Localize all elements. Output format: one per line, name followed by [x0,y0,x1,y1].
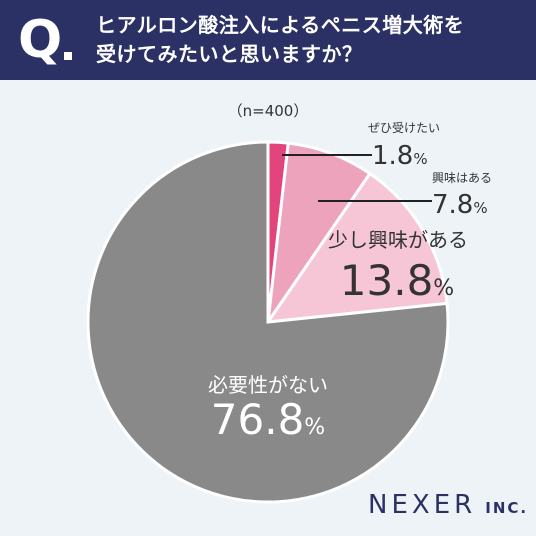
slice-value-2: 7.8% [432,190,488,220]
brand-suffix: INC. [485,499,529,517]
slice-label-3: 少し興味がある [328,228,468,252]
nexer-logo: NEXER INC. [368,490,528,520]
question-line-2: 受けてみたいと思いますか？ [96,42,363,66]
pie-labels: ぜひ受けたい 1.8% 興味はある 7.8% 少し興味がある 13.8% 必要性がない76.… [208,121,492,444]
slice-value-3: 13.8% [340,256,454,305]
brand-name: NEXER [368,490,477,520]
slice-value-4: 76.8% [211,395,325,444]
pie-chart: （n=400） ぜひ受けたい 1.8% 興味はある 7.8% 少し興味がある 13.8% 必… [86,102,492,504]
question-text: ヒアルロン酸注入によるペニス増大術を 受けてみたいと思いますか？ [96,11,526,69]
pie-slices [86,140,450,504]
pie-slice-4 [86,140,450,504]
q-dot [64,52,72,60]
pie-slice-3 [264,171,449,324]
slice-value-1: 1.8% [372,141,428,171]
q-mark: Q [18,10,63,70]
question-line-1: ヒアルロン酸注入によるペニス増大術を [96,13,465,37]
slice-label-4: 必要性がない [208,373,328,397]
question-header: Q ヒアルロン酸注入によるペニス増大術を 受けてみたいと思いますか？ [0,0,536,80]
slice-label-1: ぜひ受けたい [368,121,440,135]
slice-label-2: 興味はある [432,171,492,185]
sample-size-note: （n=400） [228,102,309,120]
